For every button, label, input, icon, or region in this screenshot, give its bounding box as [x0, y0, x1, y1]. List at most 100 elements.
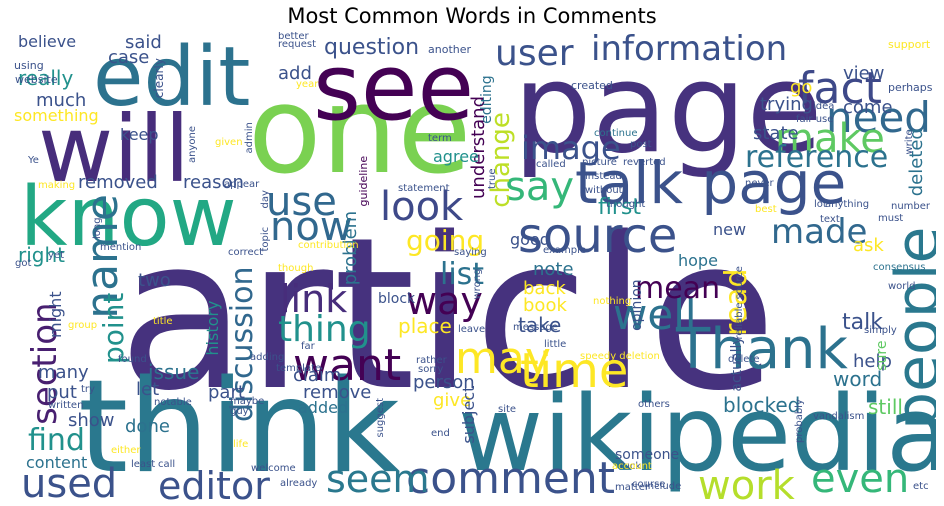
word-long: long — [92, 217, 103, 239]
word-matter: matter — [615, 482, 649, 493]
word-part: part — [208, 382, 245, 403]
word-welcome: welcome — [251, 463, 296, 474]
word-believe: believe — [18, 32, 77, 51]
word-go: go — [790, 77, 813, 98]
word-end: end — [431, 428, 450, 439]
word-time: time — [520, 343, 629, 399]
word-thought: thought — [606, 199, 646, 210]
word-claim: claim — [293, 365, 342, 386]
word-must: must — [878, 213, 904, 224]
word-cloud: article think page one wikipedia see will know e… — [8, 32, 936, 502]
word-appear: appear — [224, 179, 260, 190]
word-remove: remove — [303, 382, 372, 403]
word-make: make — [775, 116, 885, 162]
word-guy: guy — [230, 406, 249, 417]
word-reason: reason — [183, 172, 244, 193]
word-see: see — [313, 34, 475, 141]
word-guideline: guideline — [357, 155, 370, 207]
word-many: many — [38, 362, 89, 383]
word-consensus: consensus — [873, 262, 926, 273]
word-think: think — [78, 353, 401, 502]
word-use: use — [266, 179, 337, 225]
word-adding: adding — [250, 352, 285, 363]
word-really: really — [18, 66, 74, 90]
word-used: used — [21, 461, 118, 502]
word-support: support — [888, 38, 931, 51]
word-fuck: fuck — [620, 461, 642, 472]
word-sorry: sorry — [418, 364, 444, 375]
word-information: information — [591, 32, 788, 69]
word-show: show — [68, 410, 115, 431]
word-without: without — [585, 185, 623, 196]
word-clearly: clearly — [152, 58, 166, 99]
word-better: better — [278, 32, 309, 42]
word-write: write — [904, 129, 915, 155]
word-site: site — [498, 404, 517, 415]
word-website: website — [15, 73, 58, 86]
word-reverted: reverted — [623, 157, 666, 168]
word-text: text — [820, 214, 840, 225]
word-want: want — [293, 340, 402, 391]
word-account: account — [612, 461, 652, 472]
word-idea: idea — [813, 101, 835, 112]
word-subject: subject — [459, 385, 478, 444]
word-added: added — [298, 398, 349, 417]
word-maybe: maybe — [230, 396, 265, 407]
word-contribution: contribution — [298, 240, 359, 251]
word-someone: someone — [615, 447, 680, 463]
word-something: something — [14, 106, 99, 125]
word-hope: hope — [678, 251, 718, 270]
word-note: note — [533, 259, 574, 280]
word-saying: saying — [454, 247, 487, 258]
word-going: going — [406, 224, 485, 257]
word-find: find — [28, 423, 85, 458]
word-seem: seem — [326, 457, 430, 501]
word-far: far — [301, 341, 315, 352]
word-example: example — [543, 245, 587, 256]
word-thank: Thank — [676, 317, 848, 382]
word-give: give — [433, 390, 472, 411]
chart-title: Most Common Words in Comments — [287, 4, 657, 28]
word-let: let — [136, 379, 160, 400]
word-two: two — [138, 270, 171, 291]
word-include: include — [645, 481, 682, 492]
word-way: way — [406, 279, 483, 323]
word-continue: continue — [594, 128, 638, 139]
word-got: got — [15, 258, 32, 269]
word-well: well — [613, 290, 697, 339]
word-true: true — [487, 168, 498, 189]
word-yet: yet — [48, 250, 64, 261]
word-world: world — [888, 281, 916, 292]
word-anything: anything — [825, 199, 870, 210]
word-speedy-deletion: speedy deletion — [580, 351, 660, 362]
word-may: may — [455, 333, 551, 384]
word-new: new — [713, 220, 747, 239]
word-mention: mention — [100, 242, 142, 253]
word-first: first — [598, 195, 641, 220]
word-leave: leave — [458, 324, 486, 335]
word-done: done — [125, 416, 170, 437]
word-wrong: wrong — [472, 268, 483, 300]
word-best: best — [755, 204, 777, 215]
word-though: though — [278, 263, 314, 274]
word-right: right — [18, 243, 65, 267]
word-still: still — [868, 395, 903, 419]
word-using: using — [14, 59, 44, 72]
word-come: come — [843, 97, 893, 118]
word-say: say — [505, 164, 575, 210]
word-rather: rather — [416, 355, 447, 366]
word-delete: delete — [728, 354, 760, 365]
word-making: making — [38, 180, 76, 191]
word-notable: notable — [154, 397, 192, 408]
word-even: even — [811, 456, 910, 502]
word-agree: agree — [433, 147, 479, 166]
word-removed: removed — [78, 172, 158, 193]
word-history: history — [203, 300, 222, 356]
word-user: user — [495, 33, 574, 74]
word-request: request — [278, 39, 317, 50]
word-source: source — [518, 208, 678, 264]
word-created: created — [571, 79, 613, 92]
word-already: already — [280, 478, 318, 489]
word-add: add — [278, 63, 312, 84]
word-link: link — [280, 277, 348, 321]
